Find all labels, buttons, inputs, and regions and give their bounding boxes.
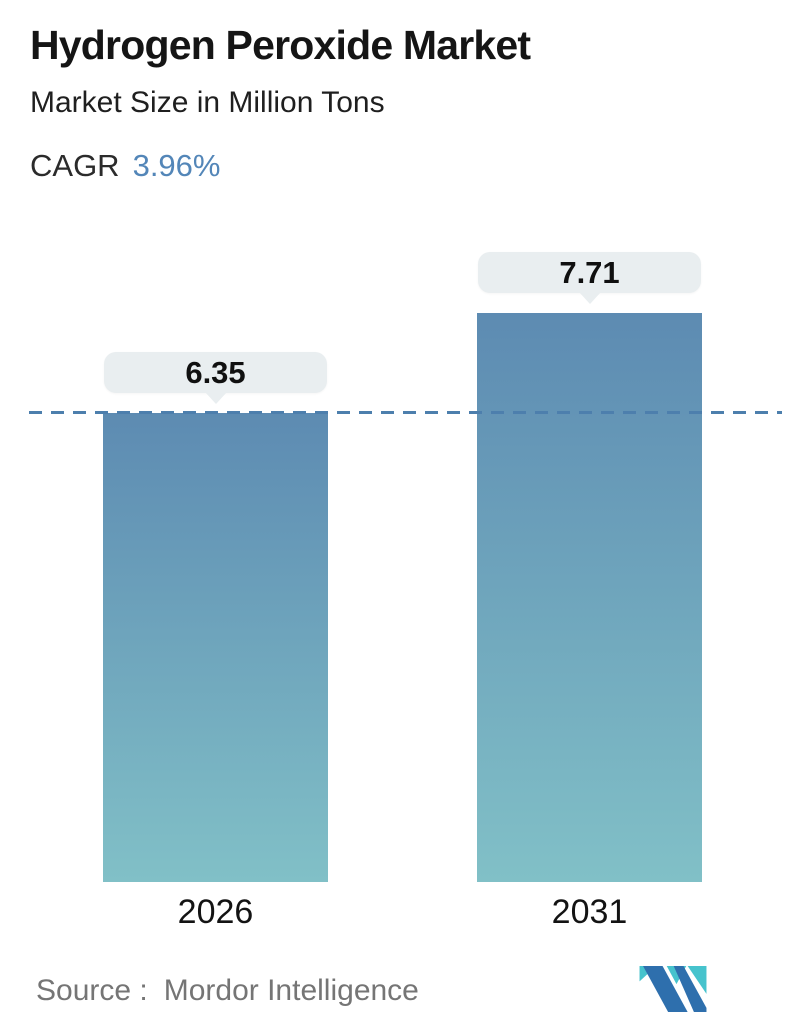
chart-title: Hydrogen Peroxide Market bbox=[30, 22, 531, 68]
value-label-arrow-2031 bbox=[578, 292, 601, 304]
reference-line bbox=[29, 411, 782, 415]
logo-blue-band-left bbox=[643, 966, 688, 1012]
source-label: Source : bbox=[36, 974, 148, 1007]
cagr-row: CAGR 3.96% bbox=[30, 148, 220, 184]
source-name: Mordor Intelligence bbox=[163, 974, 419, 1007]
category-label-2031: 2031 bbox=[551, 893, 628, 931]
source-row: Source : Mordor Intelligence bbox=[36, 974, 419, 1008]
mordor-intelligence-logo bbox=[639, 966, 707, 1012]
value-label-2026: 6.35 bbox=[104, 352, 327, 393]
bar-2031 bbox=[477, 313, 702, 882]
value-label-2031: 7.71 bbox=[478, 252, 701, 293]
cagr-label: CAGR bbox=[30, 148, 120, 183]
value-label-arrow-2026 bbox=[204, 392, 227, 404]
logo-teal-triangle-right bbox=[687, 966, 707, 994]
bar-2026 bbox=[103, 413, 328, 882]
cagr-value: 3.96% bbox=[132, 148, 221, 183]
chart-subtitle: Market Size in Million Tons bbox=[30, 86, 385, 119]
logo-blue-band-right bbox=[673, 966, 707, 1012]
category-label-2026: 2026 bbox=[177, 893, 254, 931]
